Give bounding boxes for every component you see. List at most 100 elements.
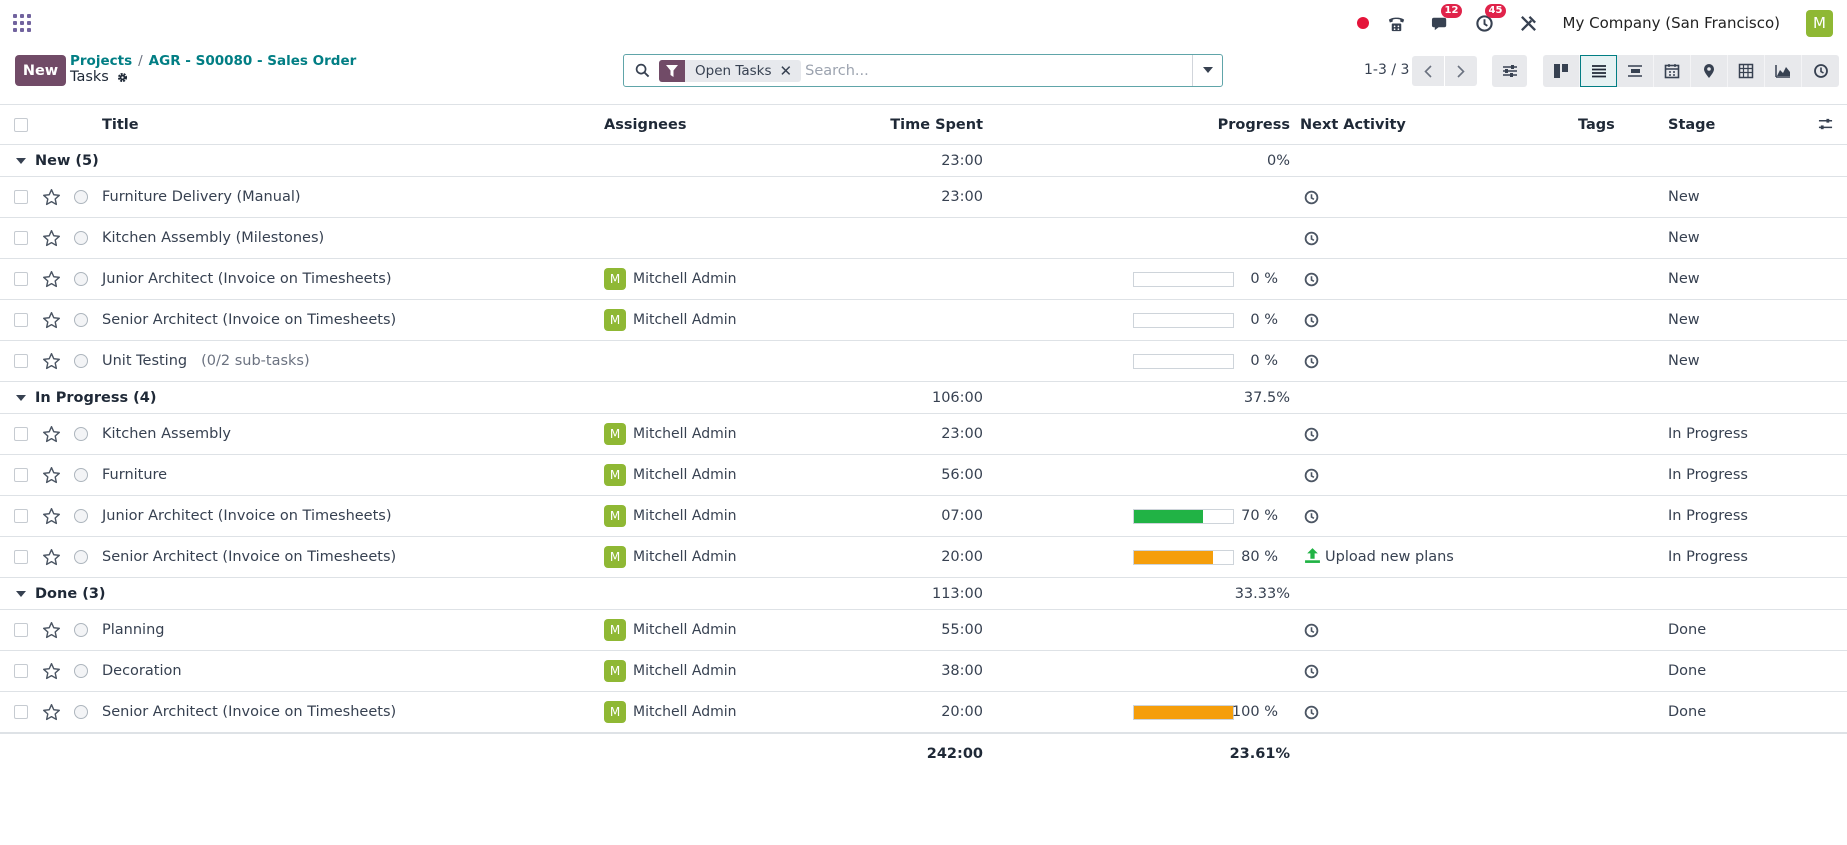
star-icon[interactable]: [42, 692, 61, 732]
activity-clock-icon[interactable]: [1304, 341, 1319, 381]
view-map-button[interactable]: [1691, 55, 1728, 87]
group-row[interactable]: In Progress (4) 106:00 37.5%: [0, 382, 1847, 414]
table-row[interactable]: Furniture M Mitchell Admin 56:00 In Progress: [0, 455, 1847, 496]
assignee[interactable]: M Mitchell Admin: [604, 692, 737, 732]
col-stage[interactable]: Stage: [1668, 116, 1716, 133]
task-status-icon[interactable]: [74, 664, 88, 678]
assignee[interactable]: M Mitchell Admin: [604, 414, 737, 454]
search-options-toggle[interactable]: [1192, 55, 1222, 86]
group-row[interactable]: Done (3) 113:00 33.33%: [0, 578, 1847, 610]
view-kanban-button[interactable]: [1543, 55, 1580, 87]
row-checkbox[interactable]: [14, 272, 28, 286]
search-panel-toggle-button[interactable]: [1492, 55, 1527, 87]
phone-icon[interactable]: [1387, 13, 1407, 33]
assignee[interactable]: M Mitchell Admin: [604, 455, 737, 495]
activity-clock-icon[interactable]: [1304, 455, 1319, 495]
table-row[interactable]: Planning M Mitchell Admin 55:00 Done: [0, 610, 1847, 651]
task-status-icon[interactable]: [74, 354, 88, 368]
task-status-icon[interactable]: [74, 272, 88, 286]
activity-clock-icon[interactable]: [1304, 218, 1319, 258]
task-status-icon[interactable]: [74, 427, 88, 441]
star-icon[interactable]: [42, 414, 61, 454]
task-status-icon[interactable]: [74, 231, 88, 245]
row-checkbox[interactable]: [14, 509, 28, 523]
activity-clock-icon[interactable]: [1304, 259, 1319, 299]
table-row[interactable]: Kitchen Assembly (Milestones) New: [0, 218, 1847, 259]
search-input[interactable]: [805, 58, 1192, 83]
row-checkbox[interactable]: [14, 623, 28, 637]
col-title[interactable]: Title: [102, 116, 139, 133]
row-checkbox[interactable]: [14, 705, 28, 719]
task-status-icon[interactable]: [74, 550, 88, 564]
star-icon[interactable]: [42, 177, 61, 217]
table-row[interactable]: Furniture Delivery (Manual) 23:00 New: [0, 177, 1847, 218]
activity-clock-icon[interactable]: [1304, 651, 1319, 691]
breadcrumb-projects[interactable]: Projects: [70, 53, 133, 69]
col-tags[interactable]: Tags: [1578, 116, 1615, 133]
task-status-icon[interactable]: [74, 313, 88, 327]
view-activity-button[interactable]: [1802, 55, 1839, 87]
table-row[interactable]: Senior Architect (Invoice on Timesheets)…: [0, 537, 1847, 578]
optional-columns-toggle[interactable]: [1818, 105, 1833, 144]
view-gantt-button[interactable]: [1617, 55, 1654, 87]
activity-clock-icon[interactable]: [1304, 300, 1319, 340]
table-row[interactable]: Junior Architect (Invoice on Timesheets)…: [0, 496, 1847, 537]
breadcrumb-sales-order[interactable]: AGR - S00080 - Sales Order: [148, 53, 357, 69]
star-icon[interactable]: [42, 651, 61, 691]
recording-icon[interactable]: [1356, 17, 1369, 29]
star-icon[interactable]: [42, 455, 61, 495]
assignee[interactable]: M Mitchell Admin: [604, 300, 737, 340]
group-toggle[interactable]: New (5): [16, 145, 99, 176]
pager-previous-button[interactable]: [1412, 56, 1444, 86]
new-button[interactable]: New: [15, 55, 66, 86]
col-next-activity[interactable]: Next Activity: [1300, 116, 1406, 133]
assignee[interactable]: M Mitchell Admin: [604, 496, 737, 536]
tools-icon[interactable]: [1519, 13, 1539, 33]
activity-clock-icon[interactable]: [1304, 692, 1319, 732]
col-progress[interactable]: Progress: [1217, 116, 1290, 133]
gear-icon[interactable]: [116, 71, 129, 84]
task-status-icon[interactable]: [74, 705, 88, 719]
col-time-spent[interactable]: Time Spent: [890, 116, 983, 133]
star-icon[interactable]: [42, 610, 61, 650]
assignee[interactable]: M Mitchell Admin: [604, 610, 737, 650]
assignee[interactable]: M Mitchell Admin: [604, 537, 737, 577]
table-row[interactable]: Senior Architect (Invoice on Timesheets)…: [0, 692, 1847, 733]
task-status-icon[interactable]: [74, 509, 88, 523]
chat-icon[interactable]: 12: [1431, 4, 1463, 33]
star-icon[interactable]: [42, 496, 61, 536]
next-activity[interactable]: Upload new plans: [1304, 537, 1454, 577]
table-row[interactable]: Decoration M Mitchell Admin 38:00 Done: [0, 651, 1847, 692]
task-status-icon[interactable]: [74, 468, 88, 482]
row-checkbox[interactable]: [14, 427, 28, 441]
table-row[interactable]: Kitchen Assembly M Mitchell Admin 23:00 In P…: [0, 414, 1847, 455]
view-list-button[interactable]: [1580, 55, 1617, 87]
star-icon[interactable]: [42, 218, 61, 258]
row-checkbox[interactable]: [14, 231, 28, 245]
company-switcher[interactable]: My Company (San Francisco): [1562, 14, 1780, 32]
activity-clock-icon[interactable]: [1304, 177, 1319, 217]
activity-clock-icon[interactable]: [1304, 610, 1319, 650]
star-icon[interactable]: [42, 259, 61, 299]
group-toggle[interactable]: In Progress (4): [16, 382, 157, 413]
group-row[interactable]: New (5) 23:00 0%: [0, 145, 1847, 177]
group-toggle[interactable]: Done (3): [16, 578, 106, 609]
user-avatar[interactable]: M: [1806, 9, 1833, 37]
col-assignees[interactable]: Assignees: [604, 116, 687, 133]
apps-menu-icon[interactable]: [13, 14, 31, 32]
facet-remove-icon[interactable]: ✕: [779, 61, 793, 80]
view-graph-button[interactable]: [1765, 55, 1802, 87]
table-row[interactable]: Unit Testing (0/2 sub-tasks) 0 % New: [0, 341, 1847, 382]
task-status-icon[interactable]: [74, 190, 88, 204]
table-row[interactable]: Senior Architect (Invoice on Timesheets)…: [0, 300, 1847, 341]
assignee[interactable]: M Mitchell Admin: [604, 259, 737, 299]
pager-value[interactable]: 1-3 / 3: [1364, 62, 1410, 78]
row-checkbox[interactable]: [14, 468, 28, 482]
assignee[interactable]: M Mitchell Admin: [604, 651, 737, 691]
row-checkbox[interactable]: [14, 313, 28, 327]
pager-next-button[interactable]: [1445, 56, 1477, 86]
activity-clock-icon[interactable]: [1304, 496, 1319, 536]
select-all-checkbox[interactable]: [14, 117, 28, 132]
search-icon[interactable]: [635, 63, 650, 78]
row-checkbox[interactable]: [14, 190, 28, 204]
